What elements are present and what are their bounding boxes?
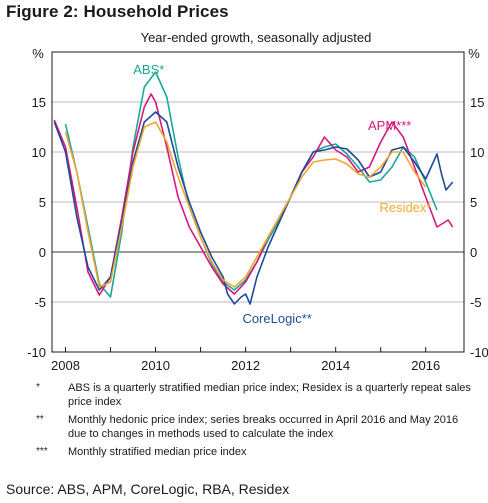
- y-tick-labels-right: -10 -5 0 5 10 15: [470, 95, 488, 360]
- series-labels: ABS* APM*** CoreLogic** Residex*: [133, 62, 431, 326]
- y-unit-right: %: [468, 46, 480, 61]
- footnote: *** Monthly stratified median price inde…: [36, 445, 476, 459]
- series-line-corelogic: [53, 111, 454, 305]
- x-tick-label: 2008: [51, 358, 80, 373]
- y-tick-label: -10: [27, 345, 46, 360]
- footnotes: * ABS is a quarterly stratified median p…: [36, 381, 476, 463]
- footnote-text: Monthly hedonic price index; series brea…: [68, 414, 459, 440]
- series-lines: [53, 71, 454, 305]
- axis-ticks: [65, 347, 427, 352]
- footnote-text: Monthly stratified median price index: [68, 446, 247, 458]
- y-unit-left: %: [32, 46, 44, 61]
- y-tick-label: 5: [470, 195, 477, 210]
- series-line-residex: [64, 121, 427, 288]
- source-note: Source: ABS, APM, CoreLogic, RBA, Reside…: [6, 481, 290, 497]
- footnote-mark: **: [36, 414, 44, 425]
- y-tick-label: 15: [32, 95, 46, 110]
- x-tick-label: 2016: [411, 358, 440, 373]
- series-label: CoreLogic**: [242, 311, 311, 326]
- series-label: ABS*: [133, 62, 164, 77]
- x-tick-label: 2010: [141, 358, 170, 373]
- line-chart: Year-ended growth, seasonally adjusted %…: [27, 30, 488, 373]
- footnote-mark: *: [36, 382, 40, 393]
- y-tick-label: 0: [470, 245, 477, 260]
- footnote: ** Monthly hedonic price index; series b…: [36, 413, 476, 441]
- series-label: APM***: [368, 118, 411, 133]
- plot-frame: [51, 51, 465, 353]
- y-tick-label: 10: [32, 145, 46, 160]
- footnote-mark: ***: [36, 446, 48, 457]
- y-tick-label: 0: [39, 245, 46, 260]
- footnote-text: ABS is a quarterly stratified median pri…: [68, 382, 471, 408]
- y-tick-labels-left: -10 -5 0 5 10 15: [27, 95, 46, 360]
- y-tick-label: -10: [470, 345, 488, 360]
- figure-title: Figure 2: Household Prices: [6, 2, 229, 21]
- footnote: * ABS is a quarterly stratified median p…: [36, 381, 476, 409]
- y-tick-label: 10: [470, 145, 484, 160]
- x-tick-label: 2012: [231, 358, 260, 373]
- y-tick-label: -5: [470, 295, 482, 310]
- y-tick-label: 5: [39, 195, 46, 210]
- y-tick-label: -5: [34, 295, 46, 310]
- chart-subtitle: Year-ended growth, seasonally adjusted: [141, 30, 372, 45]
- y-tick-label: 15: [470, 95, 484, 110]
- x-tick-label: 2014: [321, 358, 350, 373]
- x-tick-labels: 2008 2010 2012 2014 2016: [51, 358, 440, 373]
- series-label: Residex*: [379, 200, 431, 215]
- series-line-apm: [53, 93, 454, 296]
- series-line-abs: [64, 71, 438, 298]
